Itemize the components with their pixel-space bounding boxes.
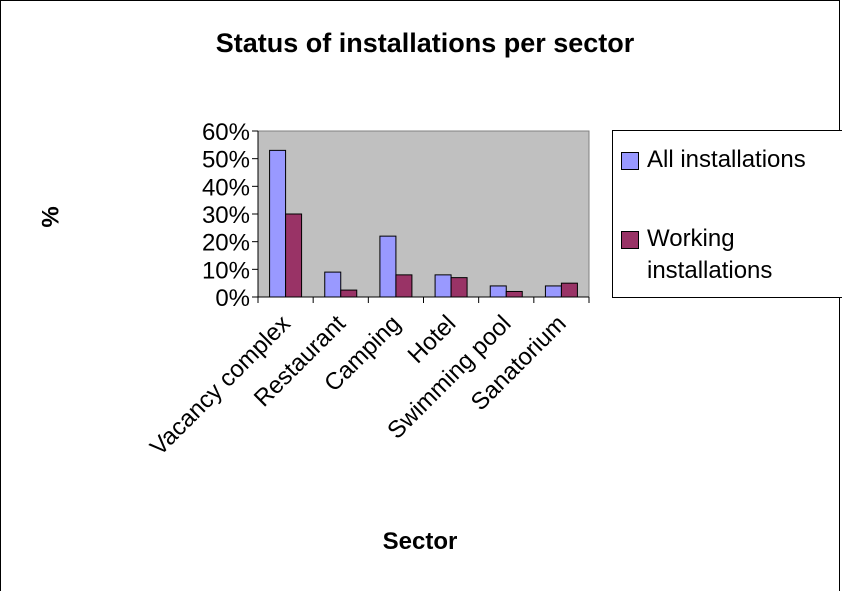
legend-swatch-all xyxy=(621,152,639,170)
legend-label-working: Working installations xyxy=(647,225,773,284)
legend-item-all: All installations xyxy=(621,144,806,176)
bar-all-2 xyxy=(379,235,397,298)
y-tick-label: 30% xyxy=(202,202,250,229)
bar-all-5 xyxy=(544,285,562,298)
bar-working-3 xyxy=(450,277,468,298)
legend-item-working: Working installations xyxy=(621,223,836,287)
y-axis: 0%10%20%30%40%50%60% xyxy=(202,119,259,312)
legend-label-all: All installations xyxy=(647,146,806,173)
bar-working-5 xyxy=(560,282,578,298)
y-tick-label: 40% xyxy=(202,174,250,201)
bar-all-1 xyxy=(324,271,342,298)
plot-area xyxy=(257,130,590,298)
y-tick-label: 20% xyxy=(202,230,250,257)
bar-all-3 xyxy=(434,274,452,298)
legend: All installations Working installations xyxy=(612,130,842,298)
chart-title: Status of installations per sector xyxy=(215,28,635,58)
x-axis-label: Sector xyxy=(382,528,458,555)
legend-swatch-working xyxy=(621,231,639,249)
y-tick-label: 10% xyxy=(202,257,250,284)
bar-all-0 xyxy=(269,149,287,298)
x-axis: Vacancy complexRestaurantCampingHotelSwi… xyxy=(145,296,590,461)
y-tick-label: 50% xyxy=(202,147,250,174)
bar-all-4 xyxy=(489,285,507,298)
bar-working-0 xyxy=(285,213,303,298)
y-tick-label: 60% xyxy=(202,119,250,146)
bar-working-1 xyxy=(340,289,358,298)
bar-working-4 xyxy=(505,290,523,298)
bar-working-2 xyxy=(395,274,413,298)
y-tick-label: 0% xyxy=(215,285,250,312)
